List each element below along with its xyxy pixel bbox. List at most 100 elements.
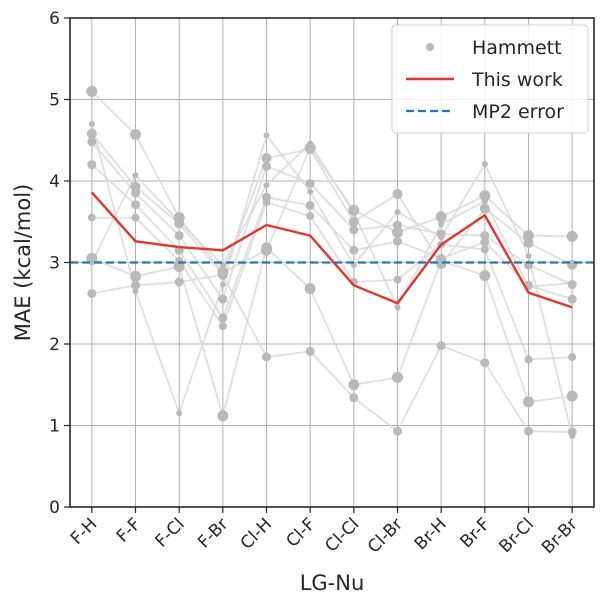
hammett-point <box>262 352 271 362</box>
this-work-layer <box>90 191 573 309</box>
legend-label-this-work: This work <box>471 69 563 91</box>
y-tick-label: 2 <box>49 335 60 355</box>
hammett-point <box>132 288 139 295</box>
y-tick-label: 3 <box>49 254 60 274</box>
hammett-point <box>305 346 315 356</box>
hammett-point <box>481 198 488 205</box>
hammett-point <box>130 181 141 192</box>
x-tick-label: F-Br <box>194 514 232 552</box>
hammett-point <box>480 245 489 254</box>
y-tick-label: 5 <box>49 91 60 111</box>
hammett-point <box>348 379 360 391</box>
hammett-point <box>348 216 359 227</box>
hammett-point <box>217 410 229 422</box>
hammett-point <box>479 190 491 202</box>
x-tick-label: Cl-F <box>283 514 320 551</box>
hammett-point <box>523 237 534 248</box>
y-tick-label: 6 <box>49 9 60 29</box>
hammett-point <box>176 410 183 417</box>
hammett-point <box>218 294 228 304</box>
hammett-point <box>524 355 533 364</box>
hammett-point <box>567 294 577 304</box>
hammett-point <box>523 396 534 408</box>
x-tick-label: Br-Br <box>538 514 582 558</box>
hammett-point <box>306 212 315 221</box>
hammett-point <box>392 189 403 200</box>
hammett-point <box>393 426 402 436</box>
hammett-point <box>86 252 98 264</box>
y-ticks: 0 1 2 3 4 5 6 <box>49 9 70 518</box>
hammett-point <box>131 188 140 198</box>
hammett-point <box>88 120 95 127</box>
hammett-point <box>218 313 228 323</box>
hammett-point <box>481 160 488 167</box>
y-tick-label: 4 <box>49 172 60 192</box>
hammett-point <box>566 230 578 242</box>
hammett-point <box>218 322 227 331</box>
hammett-point <box>392 226 403 238</box>
hammett-point <box>131 200 140 210</box>
hammett-point <box>393 236 402 246</box>
hammett-point <box>566 390 578 402</box>
hammett-point <box>305 144 316 155</box>
hammett-point <box>130 270 141 282</box>
hammett-point <box>435 211 447 223</box>
hammett-line <box>90 123 574 437</box>
hammett-point <box>307 188 314 195</box>
hammett-point <box>131 213 140 222</box>
x-tick-label: Cl-Br <box>364 514 407 557</box>
hammett-point <box>435 255 447 267</box>
hammett-point <box>349 225 359 235</box>
x-tick-label: Br-Cl <box>495 514 538 557</box>
hammett-line <box>91 201 573 361</box>
legend: Hammett This work MP2 error <box>391 24 589 134</box>
hammett-point <box>480 231 490 241</box>
hammett-point <box>350 209 357 216</box>
x-tick-label: F-Cl <box>152 514 189 551</box>
hammett-point <box>480 358 490 368</box>
hammett-point <box>394 304 401 311</box>
legend-label-hammett: Hammett <box>472 37 562 59</box>
hammett-point <box>131 280 140 290</box>
hammett-point <box>394 208 401 215</box>
hammett-point <box>263 132 270 139</box>
hammett-point <box>87 160 97 170</box>
hammett-point <box>436 341 446 351</box>
hammett-point <box>130 129 141 141</box>
hammett-line <box>91 246 573 420</box>
x-ticks: F-H F-F F-Cl F-Br Cl-H Cl-F Cl-Cl Cl-Br Br-H Br-F… <box>67 507 582 558</box>
legend-marker-hammett <box>426 43 434 51</box>
this-work-line <box>90 191 573 309</box>
hammett-point <box>88 259 95 266</box>
y-tick-label: 0 <box>49 498 60 518</box>
hammett-line <box>91 142 573 310</box>
hammett-point <box>86 85 98 97</box>
y-axis-label: MAE (kcal/mol) <box>11 184 35 341</box>
hammett-point <box>87 137 97 147</box>
hammett-point <box>219 281 226 288</box>
hammett-point <box>392 371 403 383</box>
hammett-point <box>525 252 532 259</box>
legend-label-mp2-error: MP2 error <box>472 101 564 123</box>
hammett-point <box>262 161 271 171</box>
hammett-point <box>174 277 184 287</box>
hammett-point <box>304 283 316 295</box>
hammett-point <box>174 231 184 241</box>
y-tick-label: 1 <box>49 417 60 437</box>
hammett-point <box>132 172 139 179</box>
hammett-point <box>393 275 402 284</box>
hammett-point <box>349 393 359 403</box>
hammett-lines <box>90 90 574 437</box>
hammett-point <box>479 203 490 214</box>
hammett-point <box>86 128 97 139</box>
hammett-point <box>307 140 314 147</box>
hammett-point <box>479 270 491 282</box>
hammett-point <box>438 234 445 241</box>
hammett-point <box>263 182 270 189</box>
x-tick-label: Br-H <box>411 514 451 554</box>
hammett-point <box>569 279 576 286</box>
hammett-point <box>261 153 272 164</box>
x-tick-label: Cl-Cl <box>321 514 363 556</box>
x-tick-label: F-H <box>67 514 101 548</box>
